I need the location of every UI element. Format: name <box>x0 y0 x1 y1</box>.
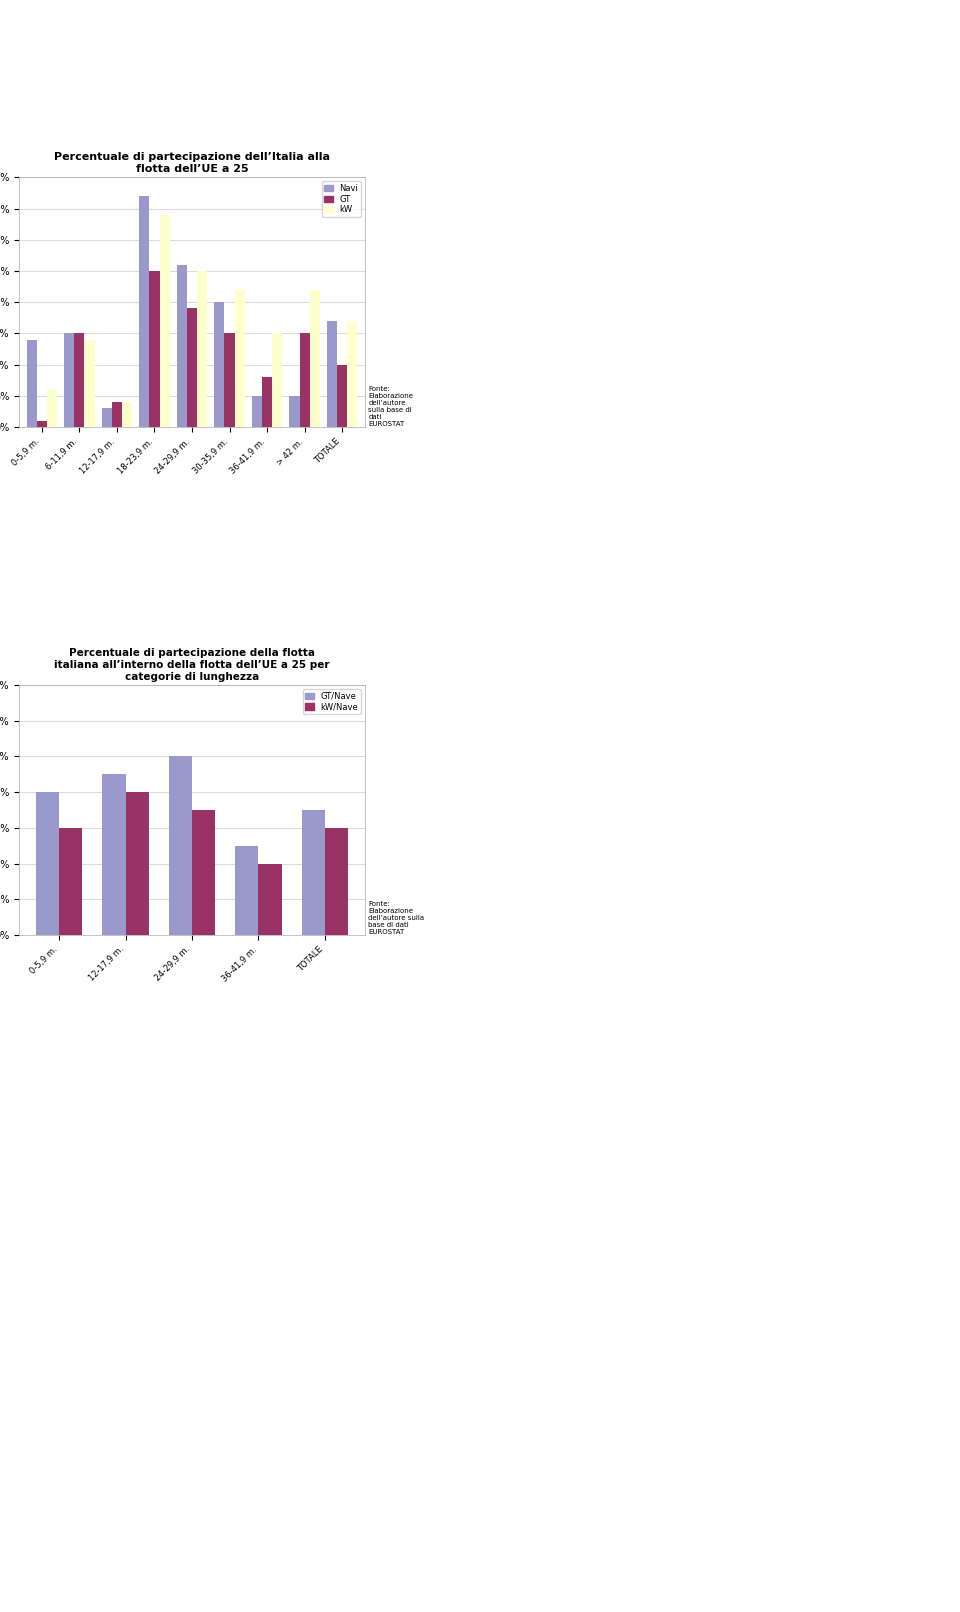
Bar <box>300 334 310 427</box>
Bar <box>273 334 282 427</box>
Text: Fonte:
Elaborazione
dell’autore
sulla base di
dati
EUROSTAT: Fonte: Elaborazione dell’autore sulla ba… <box>369 387 413 427</box>
Bar <box>103 774 126 935</box>
Bar <box>36 421 47 427</box>
Bar <box>126 791 149 935</box>
Title: Percentuale di partecipazione della flotta
italiana all’interno della flotta del: Percentuale di partecipazione della flot… <box>55 648 329 682</box>
Bar <box>177 264 187 427</box>
Bar <box>36 791 60 935</box>
Bar <box>74 334 84 427</box>
Bar <box>111 401 122 427</box>
Bar <box>337 364 348 427</box>
Bar <box>327 321 337 427</box>
Bar <box>225 334 234 427</box>
Bar <box>262 377 273 427</box>
Bar <box>290 397 300 427</box>
Bar <box>258 864 281 935</box>
Bar <box>310 290 320 427</box>
Bar <box>214 303 225 427</box>
Bar <box>252 397 262 427</box>
Bar <box>187 308 197 427</box>
Title: Percentuale di partecipazione dell’Italia alla
flotta dell’UE a 25: Percentuale di partecipazione dell’Itali… <box>54 152 330 174</box>
Bar <box>324 829 348 935</box>
Bar <box>139 197 150 427</box>
Bar <box>84 340 94 427</box>
Text: Fonte:
Elaborazione
dell’autore sulla
base di dati
EUROSTAT: Fonte: Elaborazione dell’autore sulla ba… <box>369 901 424 935</box>
Bar <box>122 401 132 427</box>
Bar <box>197 271 207 427</box>
Bar <box>102 408 111 427</box>
Bar <box>169 756 192 935</box>
Bar <box>235 846 258 935</box>
Bar <box>159 214 170 427</box>
Legend: GT/Nave, kW/Nave: GT/Nave, kW/Nave <box>303 690 361 714</box>
Bar <box>348 321 357 427</box>
Bar <box>192 809 215 935</box>
Bar <box>150 271 159 427</box>
Bar <box>64 334 74 427</box>
Bar <box>234 290 245 427</box>
Legend: Navi, GT, kW: Navi, GT, kW <box>322 182 361 218</box>
Bar <box>27 340 36 427</box>
Bar <box>60 829 83 935</box>
Bar <box>301 809 324 935</box>
Bar <box>47 390 57 427</box>
